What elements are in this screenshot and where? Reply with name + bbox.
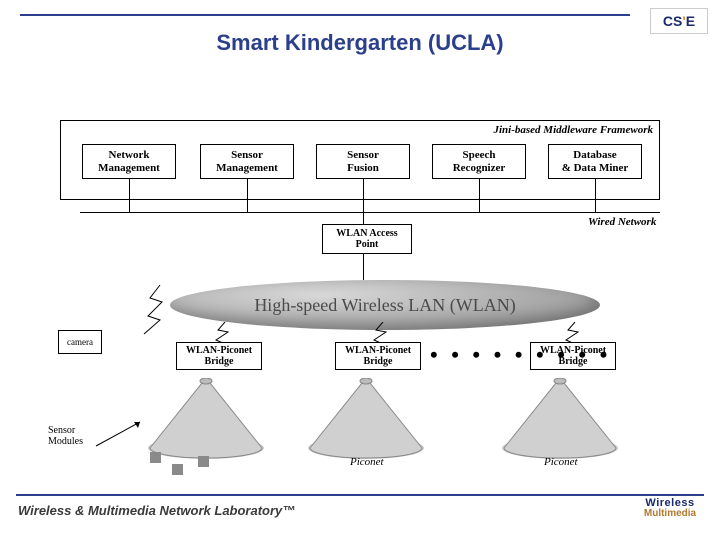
bridge-line1: WLAN-Piconet [180, 345, 258, 356]
wired-bus-line [80, 212, 660, 213]
sensor-node-icon [198, 456, 209, 467]
module-line2: Fusion [319, 162, 407, 175]
drop-line [129, 178, 130, 212]
bridge-line2: Bridge [180, 356, 258, 367]
drop-line [595, 178, 596, 212]
drop-line [363, 178, 364, 212]
drop-line [363, 253, 364, 280]
module-speech: Speech Recognizer [432, 144, 526, 179]
bridge-box: WLAN-Piconet Bridge [335, 342, 421, 370]
sensor-modules-label: Sensor Modules [48, 426, 83, 447]
arrow-icon [90, 416, 150, 456]
sensor-node-icon [150, 452, 161, 463]
module-line1: Database [551, 149, 639, 162]
sensor-node-icon [172, 464, 183, 475]
zigzag-link-icon [100, 280, 170, 340]
wired-network-label: Wired Network [588, 216, 656, 228]
wlan-cloud-label: High-speed Wireless LAN (WLAN) [254, 295, 515, 316]
module-line2: Recognizer [435, 162, 523, 175]
module-line1: Speech [435, 149, 523, 162]
architecture-diagram: Jini-based Middleware Framework Network … [60, 120, 660, 480]
piconet-label: Piconet [544, 456, 578, 468]
cse-logo-e: E [686, 13, 695, 29]
drop-line [247, 178, 248, 212]
bridge-line2: Bridge [339, 356, 417, 367]
piconet-cone-icon [500, 378, 620, 460]
module-line2: & Data Miner [551, 162, 639, 175]
module-line1: Network [85, 149, 173, 162]
piconet-cone-icon [306, 378, 426, 460]
cse-logo: CS'E [650, 8, 708, 34]
module-network-mgmt: Network Management [82, 144, 176, 179]
wlan-ap-line2: Point [327, 239, 407, 250]
module-line1: Sensor [203, 149, 291, 162]
module-sensor-fusion: Sensor Fusion [316, 144, 410, 179]
wireless-multimedia-logo: Wireless Multimedia [634, 498, 706, 530]
module-line2: Management [203, 162, 291, 175]
module-line2: Management [85, 162, 173, 175]
page-title: Smart Kindergarten (UCLA) [0, 30, 720, 56]
drop-line [363, 212, 364, 224]
camera-box: camera [58, 330, 102, 354]
module-database: Database & Data Miner [548, 144, 642, 179]
framework-label: Jini-based Middleware Framework [493, 124, 653, 136]
bridge-box: WLAN-Piconet Bridge [176, 342, 262, 370]
footer-logo-bot: Multimedia [634, 509, 706, 519]
bridge-line1: WLAN-Piconet [339, 345, 417, 356]
top-rule [20, 14, 630, 16]
piconet-label: Piconet [350, 456, 384, 468]
footer-text: Wireless & Multimedia Network Laboratory… [18, 503, 295, 518]
footer-tm: ™ [282, 503, 295, 518]
module-line1: Sensor [319, 149, 407, 162]
ellipsis-dots: • • • • • • • • • [430, 342, 611, 368]
wlan-access-point-box: WLAN Access Point [322, 224, 412, 254]
drop-line [479, 178, 480, 212]
module-sensor-mgmt: Sensor Management [200, 144, 294, 179]
footer-text-label: Wireless & Multimedia Network Laboratory [18, 503, 282, 518]
wlan-ap-line1: WLAN Access [327, 228, 407, 239]
cse-logo-c: CS [663, 13, 682, 29]
footer-rule [16, 494, 704, 496]
piconet-cone-icon [146, 378, 266, 460]
camera-label: camera [67, 337, 93, 347]
